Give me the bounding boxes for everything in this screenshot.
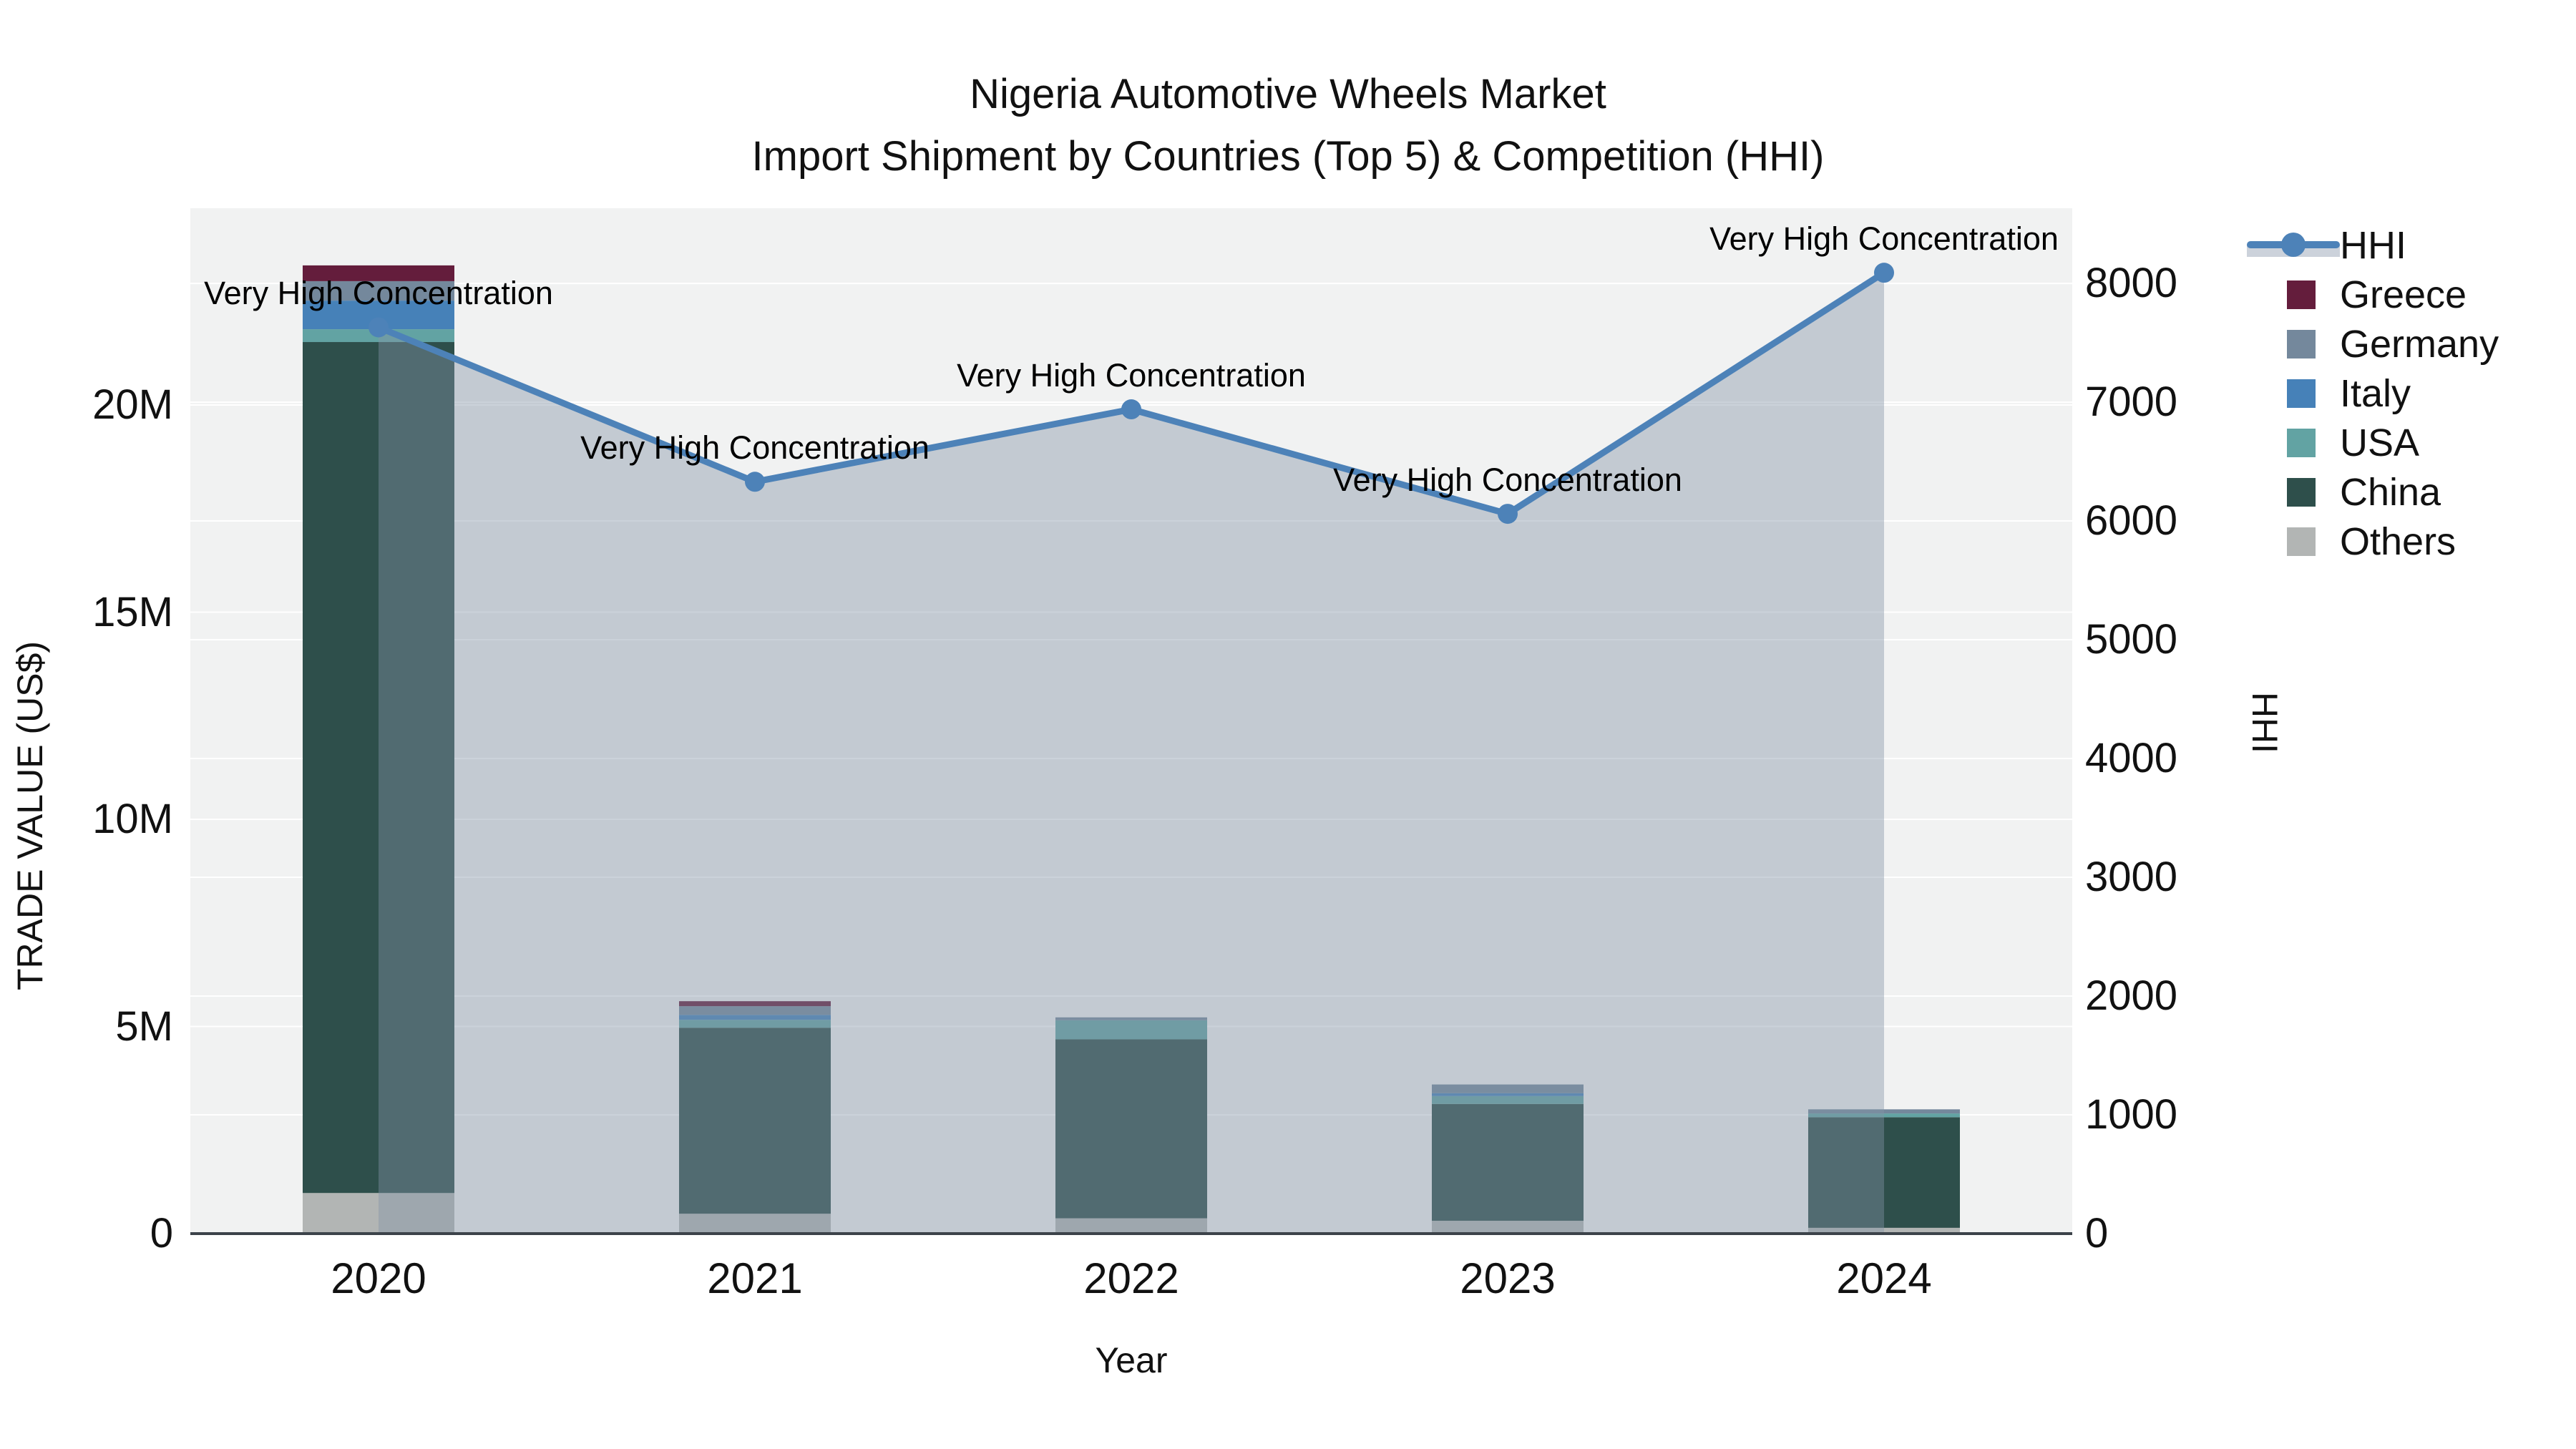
hhi-marker-2021[interactable] [745, 472, 765, 492]
others-swatch-icon [2287, 527, 2316, 556]
legend: HHI Greece Germany Italy USA China Other… [2247, 220, 2499, 566]
legend-item-greece[interactable]: Greece [2247, 270, 2499, 319]
y-left-tick-15M: 15M [92, 588, 173, 635]
y-left-tick-5M: 5M [115, 1002, 173, 1050]
annotation-2020: Very High Concentration [204, 275, 553, 312]
bar-segment-germany-2020[interactable] [303, 280, 454, 301]
chart-title-line2: Import Shipment by Countries (Top 5) & C… [751, 133, 1825, 180]
bar-segment-italy-2023[interactable] [1432, 1093, 1584, 1096]
annotation-2024: Very High Concentration [1709, 220, 2059, 258]
annotation-2022: Very High Concentration [957, 357, 1306, 394]
y-right-tick-2000: 2000 [2085, 972, 2178, 1020]
annotation-2021: Very High Concentration [580, 429, 930, 467]
hhi-line-swatch-icon [2247, 230, 2340, 261]
hhi-marker-2020[interactable] [369, 317, 389, 338]
germany-swatch-icon [2287, 329, 2316, 358]
y-right-tick-1000: 1000 [2085, 1091, 2178, 1138]
x-tick-2024: 2024 [1836, 1254, 1932, 1302]
x-tick-2022: 2022 [1083, 1254, 1179, 1302]
y-left-tick-10M: 10M [92, 796, 173, 842]
bar-segment-usa-2022[interactable] [1055, 1020, 1207, 1040]
x-tick-2020: 2020 [331, 1254, 426, 1302]
hhi-marker-2022[interactable] [1121, 399, 1141, 420]
x-tick-2023: 2023 [1460, 1254, 1556, 1302]
bar-segment-germany-2021[interactable] [679, 1006, 831, 1015]
bar-segment-usa-2024[interactable] [1808, 1113, 1960, 1118]
bar-segment-usa-2023[interactable] [1432, 1096, 1584, 1104]
y-left-tick-20M: 20M [92, 381, 173, 429]
bar-segment-greece-2021[interactable] [679, 1001, 831, 1007]
bar-segment-china-2023[interactable] [1432, 1103, 1584, 1221]
y-right-tick-6000: 6000 [2085, 497, 2178, 545]
bar-segment-china-2020[interactable] [303, 342, 454, 1194]
italy-swatch-icon [2287, 379, 2316, 408]
y-left-tick-0: 0 [150, 1210, 173, 1257]
bar-segment-germany-2022[interactable] [1055, 1017, 1207, 1020]
legend-label-germany: Germany [2340, 322, 2499, 366]
annotation-2023: Very High Concentration [1333, 462, 1682, 499]
legend-label-usa: USA [2340, 421, 2420, 464]
chart-title-line1: Nigeria Automotive Wheels Market [970, 71, 1606, 117]
y-axis-right-title: HHI [2245, 691, 2285, 754]
y-right-tick-7000: 7000 [2085, 379, 2178, 426]
bar-segment-others-2022[interactable] [1055, 1218, 1207, 1234]
bar-segment-others-2024[interactable] [1808, 1227, 1960, 1234]
y-right-tick-8000: 8000 [2085, 260, 2178, 307]
legend-label-greece: Greece [2340, 273, 2467, 316]
bar-segment-germany-2024[interactable] [1808, 1109, 1960, 1114]
y-right-tick-0: 0 [2085, 1210, 2109, 1257]
x-axis-title: Year [1095, 1340, 1168, 1380]
bar-segment-usa-2021[interactable] [679, 1020, 831, 1028]
y-right-tick-4000: 4000 [2085, 735, 2178, 782]
legend-item-others[interactable]: Others [2247, 517, 2499, 566]
hhi-area-fill [379, 273, 1884, 1234]
hhi-marker-2024[interactable] [1874, 263, 1894, 283]
legend-item-hhi[interactable]: HHI [2247, 220, 2499, 270]
hhi-marker-2023[interactable] [1498, 504, 1518, 525]
legend-item-italy[interactable]: Italy [2247, 369, 2499, 418]
legend-label-hhi: HHI [2340, 223, 2406, 267]
bar-segment-others-2021[interactable] [679, 1214, 831, 1234]
x-tick-2021: 2021 [707, 1254, 803, 1302]
greece-swatch-icon [2287, 280, 2316, 309]
bar-segment-greece-2020[interactable] [303, 265, 454, 281]
legend-item-usa[interactable]: USA [2247, 418, 2499, 467]
bar-segment-others-2020[interactable] [303, 1193, 454, 1234]
bar-segment-china-2022[interactable] [1055, 1039, 1207, 1219]
legend-item-germany[interactable]: Germany [2247, 319, 2499, 369]
bar-segment-china-2024[interactable] [1808, 1117, 1960, 1228]
usa-swatch-icon [2287, 428, 2316, 457]
bar-segment-italy-2021[interactable] [679, 1015, 831, 1020]
legend-label-italy: Italy [2340, 371, 2411, 415]
y-right-tick-3000: 3000 [2085, 854, 2178, 901]
y-right-tick-5000: 5000 [2085, 616, 2178, 663]
bar-segment-germany-2023[interactable] [1432, 1084, 1584, 1093]
legend-label-china: China [2340, 470, 2441, 514]
china-swatch-icon [2287, 477, 2316, 507]
bar-segment-china-2021[interactable] [679, 1028, 831, 1214]
chart-title: Nigeria Automotive Wheels Market Import … [0, 63, 2576, 187]
bar-segment-others-2023[interactable] [1432, 1221, 1584, 1234]
legend-label-others: Others [2340, 519, 2457, 563]
legend-item-china[interactable]: China [2247, 467, 2499, 517]
